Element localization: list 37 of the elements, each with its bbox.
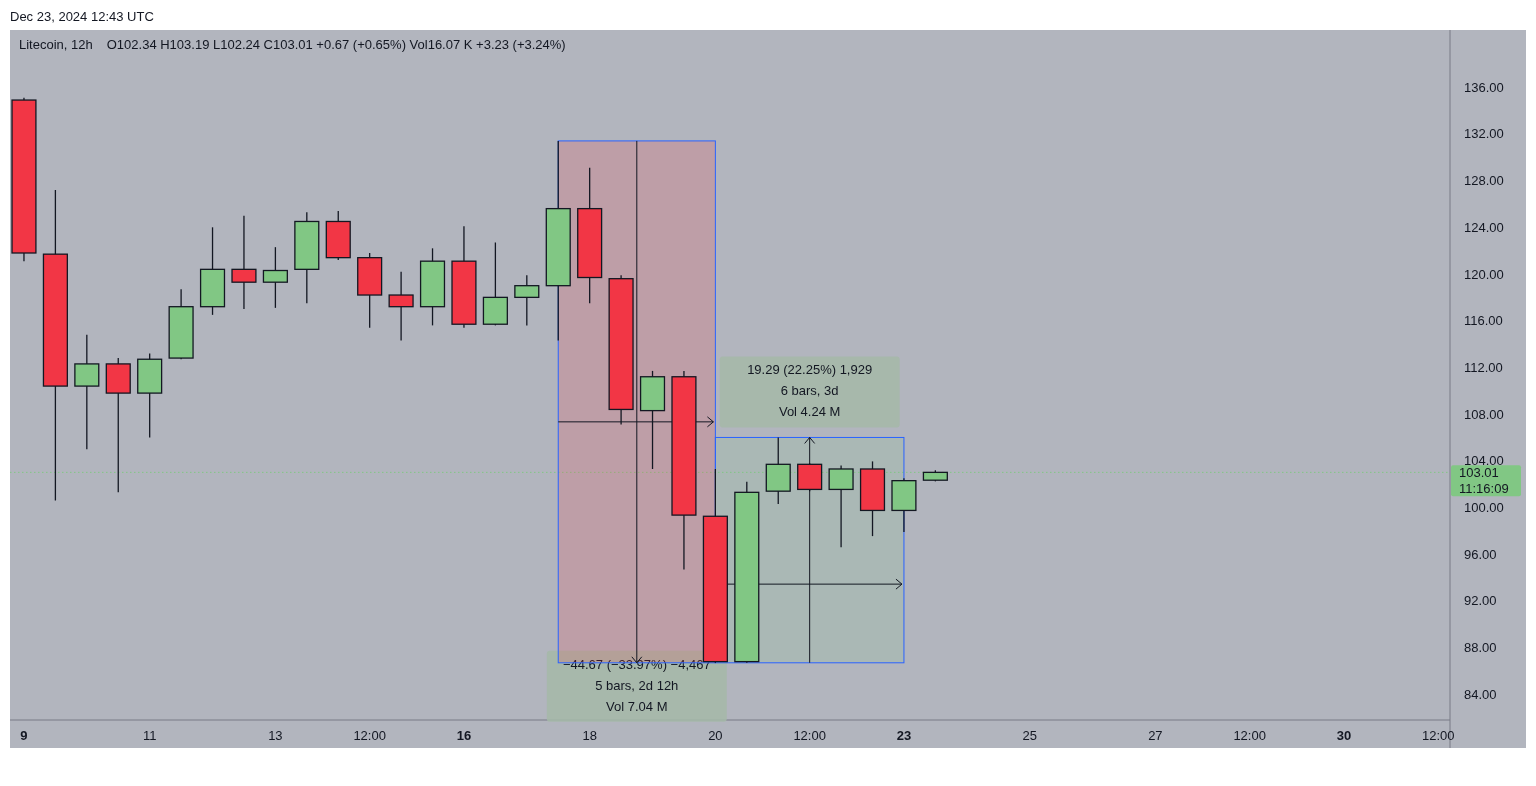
y-tick-label: 128.00 — [1464, 173, 1504, 189]
y-tick-label: 112.00 — [1464, 359, 1503, 375]
y-tick-label: 136.00 — [1464, 79, 1504, 95]
x-tick-label: 27 — [1148, 728, 1163, 743]
y-tick-label: 108.00 — [1464, 406, 1504, 422]
x-tick-label: 25 — [1022, 728, 1037, 743]
x-tick-label: 20 — [708, 728, 723, 743]
y-tick-label: 132.00 — [1464, 126, 1504, 142]
text: 11:16:09 — [1459, 480, 1509, 496]
candlestick — [514, 274, 540, 327]
candlestick — [388, 271, 414, 342]
x-tick-label: 12:00 — [353, 728, 386, 743]
x-tick-label: 30 — [1336, 728, 1352, 743]
candlestick — [262, 246, 288, 309]
text: O102.34 H103.19 L102.24 C103.01 +0.67 (+0.65%) Vol16.07 K +3.23 (+3.24%) — [106, 37, 566, 52]
x-tick-label: 12:00 — [1233, 728, 1266, 743]
x-tick-label: 12:00 — [793, 728, 826, 743]
y-tick-label: 116.00 — [1464, 313, 1503, 329]
x-tick-label: 11 — [142, 728, 157, 743]
x-tick-label: 18 — [582, 728, 597, 743]
y-tick-label: 88.00 — [1464, 640, 1497, 656]
x-tick-label: 13 — [268, 728, 283, 743]
x-tick-label: 16 — [456, 728, 472, 743]
x-tick-label: 9 — [20, 728, 28, 743]
y-tick-label: 96.00 — [1464, 546, 1497, 562]
y-tick-label: 124.00 — [1464, 219, 1504, 235]
y-tick-label: 84.00 — [1464, 686, 1497, 702]
candlestick — [231, 214, 257, 310]
y-tick-label: 92.00 — [1464, 593, 1497, 609]
x-tick-label: 12:00 — [1421, 728, 1455, 743]
y-tick-label: 120.00 — [1464, 266, 1504, 282]
y-tick-label: 100.00 — [1464, 500, 1504, 516]
text: Litecoin, 12h — [19, 37, 93, 52]
annotation: 19.29 (22.25%) 1,929 6 bars, 3d Vol 4.24 M — [747, 362, 873, 420]
candlestick — [74, 334, 100, 450]
text: Dec 23, 2024 12:43 UTC — [10, 9, 154, 24]
x-tick-label: 23 — [896, 728, 912, 743]
